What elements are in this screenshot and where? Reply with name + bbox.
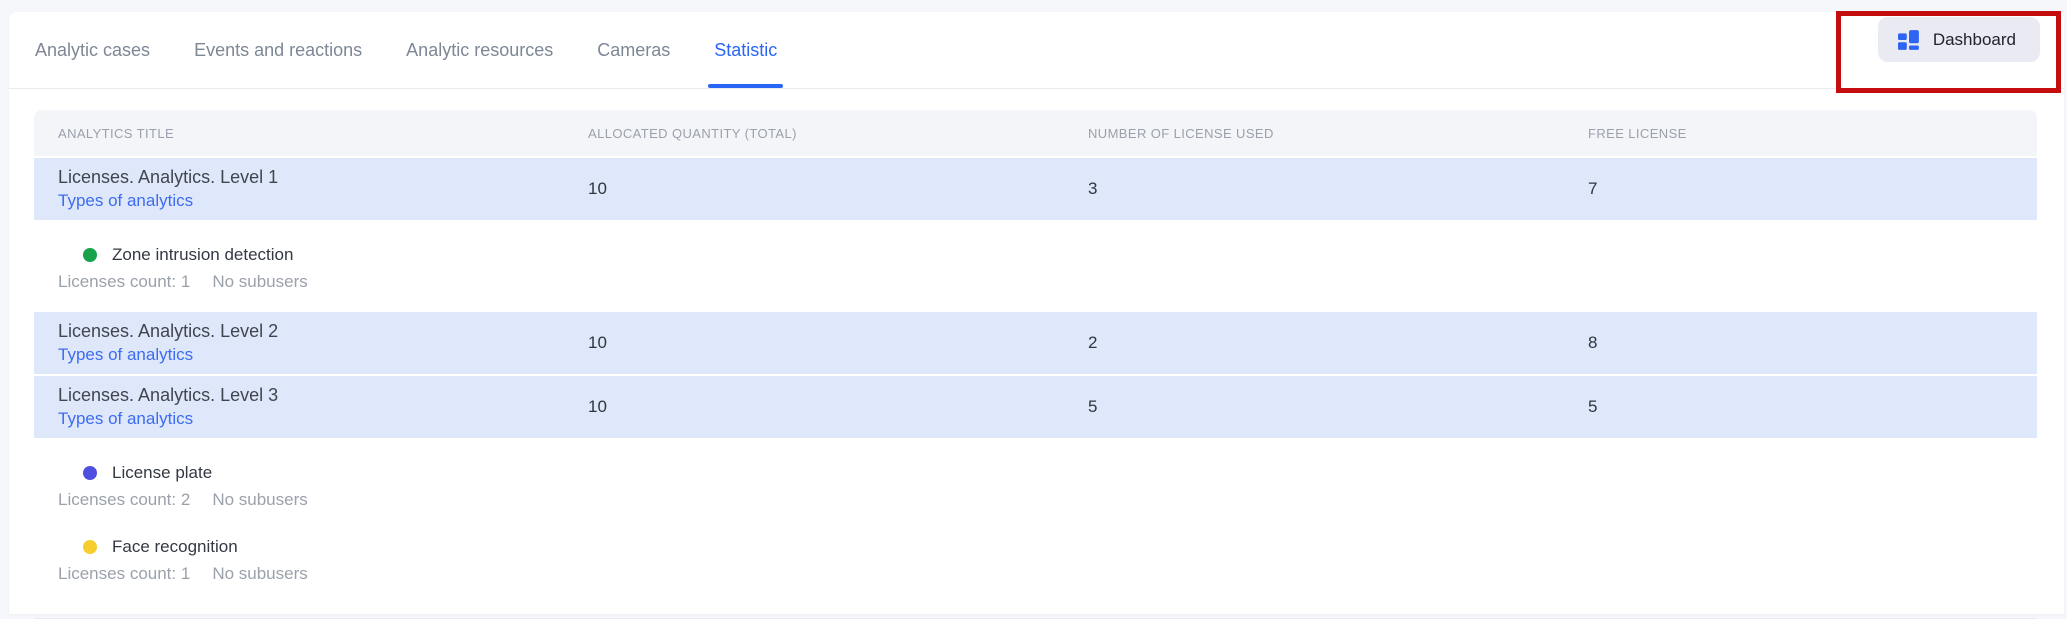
dashboard-grid-icon [1897, 29, 1919, 50]
column-header-license-used: Number of license used [1088, 125, 1274, 141]
green-dot-icon [83, 248, 97, 262]
license-used-value: 2 [1088, 333, 1098, 352]
sub-item-name: Face recognition [112, 537, 238, 556]
row-title: Licenses. Analytics. Level 3 [58, 384, 279, 405]
types-of-analytics-link[interactable]: Types of analytics [58, 191, 194, 211]
indigo-dot-icon [83, 466, 97, 480]
types-of-analytics-link[interactable]: Types of analytics [58, 345, 194, 365]
table-row-level-3: Licenses. Analytics. Level 3 Types of an… [34, 376, 2037, 438]
column-header-allocated-quantity: Allocated quantity (total) [588, 125, 797, 141]
licenses-count-label: Licenses count: 1 [58, 564, 191, 583]
tab-statistic[interactable]: Statistic [708, 12, 784, 88]
tab-cameras[interactable]: Cameras [597, 12, 670, 88]
free-license-value: 7 [1588, 179, 1598, 198]
license-used-value: 3 [1088, 179, 1098, 198]
analytics-title-cell: Licenses. Analytics. Level 3 Types of an… [34, 385, 564, 430]
sub-item-zone-intrusion: Zone intrusion detection Licenses count:… [34, 244, 2037, 292]
sub-item-face-recognition: Face recognition Licenses count: 1 No su… [34, 536, 2037, 584]
content-card: Analytic cases Events and reactions Anal… [9, 12, 2064, 619]
table-header-row: Analytics title Allocated quantity (tota… [34, 110, 2037, 156]
row-title: Licenses. Analytics. Level 1 [58, 166, 279, 187]
tab-analytic-resources[interactable]: Analytic resources [406, 12, 553, 88]
dashboard-button[interactable]: Dashboard [1877, 17, 2040, 62]
license-statistics-table: Analytics title Allocated quantity (tota… [34, 110, 2037, 619]
allocated-quantity-value: 10 [588, 397, 607, 416]
row-title: Licenses. Analytics. Level 2 [58, 320, 279, 341]
free-license-value: 8 [1588, 333, 1598, 352]
sub-item-license-plate: License plate Licenses count: 2 No subus… [34, 462, 2037, 510]
tab-label: Analytic resources [406, 39, 554, 60]
licenses-count-label: Licenses count: 2 [58, 490, 191, 509]
sub-item-name: License plate [112, 463, 213, 482]
licenses-count-label: Licenses count: 1 [58, 272, 191, 291]
sub-item-title-line: Zone intrusion detection [34, 244, 2037, 266]
tab-bar: Analytic cases Events and reactions Anal… [9, 12, 2064, 89]
allocated-quantity-value: 10 [588, 333, 607, 352]
tab-label: Cameras [597, 39, 671, 60]
subusers-label: No subusers [212, 490, 308, 509]
sub-item-name: Zone intrusion detection [112, 245, 294, 264]
types-of-analytics-link[interactable]: Types of analytics [58, 409, 194, 429]
dashboard-button-label: Dashboard [1932, 29, 2016, 49]
subusers-label: No subusers [212, 564, 308, 583]
tab-label: Events and reactions [194, 39, 363, 60]
sub-item-meta-line: Licenses count: 1 No subusers [34, 272, 2037, 292]
column-header-analytics-title: Analytics title [58, 125, 175, 141]
yellow-dot-icon [83, 540, 97, 554]
sub-items-level-1: Zone intrusion detection Licenses count:… [34, 220, 2037, 310]
analytics-title-cell: Licenses. Analytics. Level 1 Types of an… [34, 167, 564, 212]
free-license-value: 5 [1588, 397, 1598, 416]
sub-item-meta-line: Licenses count: 1 No subusers [34, 564, 2037, 584]
analytics-title-cell: Licenses. Analytics. Level 2 Types of an… [34, 321, 564, 366]
sub-item-title-line: Face recognition [34, 536, 2037, 558]
tab-label: Statistic [714, 39, 778, 60]
tab-analytic-cases[interactable]: Analytic cases [35, 12, 150, 88]
tab-label: Analytic cases [35, 39, 151, 60]
subusers-label: No subusers [212, 272, 308, 291]
license-used-value: 5 [1088, 397, 1098, 416]
sub-item-title-line: License plate [34, 462, 2037, 484]
sub-items-level-3: License plate Licenses count: 2 No subus… [34, 438, 2037, 602]
tab-events-and-reactions[interactable]: Events and reactions [194, 12, 362, 88]
sub-item-meta-line: Licenses count: 2 No subusers [34, 490, 2037, 510]
table-row-level-1: Licenses. Analytics. Level 1 Types of an… [34, 158, 2037, 220]
column-header-free-license: Free license [1588, 125, 1687, 141]
table-row-level-2: Licenses. Analytics. Level 2 Types of an… [34, 312, 2037, 374]
allocated-quantity-value: 10 [588, 179, 607, 198]
